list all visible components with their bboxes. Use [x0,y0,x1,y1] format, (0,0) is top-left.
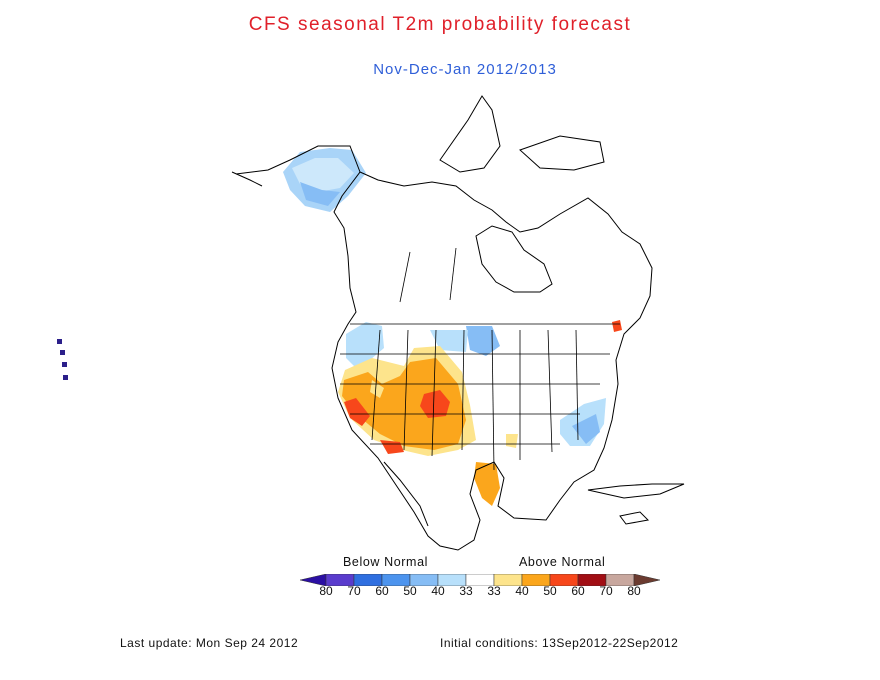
legend-tick-label: 60 [571,584,585,598]
legend-tick-label: 80 [627,584,641,598]
south-texas-above-normal-area [474,434,518,506]
legend-tick-label: 60 [375,584,389,598]
coastlines [231,95,685,551]
state-boundaries [340,247,620,471]
above-normal-label: Above Normal [519,555,606,569]
hawaii-islands [57,339,68,380]
initial-conditions-text: Initial conditions: 13Sep2012-22Sep2012 [440,636,679,650]
maritime-above-normal-area [612,320,622,332]
legend-tick-label: 40 [431,584,445,598]
legend-tick-label: 70 [599,584,613,598]
southeast-below-normal-area [560,398,606,446]
alaska-below-normal-area [283,148,366,212]
below-normal-label: Below Normal [343,555,429,569]
legend-tick-label: 33 [459,584,473,598]
north-america-map [57,95,685,551]
legend-colorbar [300,574,660,586]
legend-tick-label: 50 [543,584,557,598]
legend-swatch-right-arrow [633,574,660,586]
last-update-text: Last update: Mon Sep 24 2012 [120,636,299,650]
legend-tick-label: 40 [515,584,529,598]
map-title: CFS seasonal T2m probability forecast [248,14,632,35]
legend-tick-label: 70 [347,584,361,598]
map-subtitle: Nov-Dec-Jan 2012/2013 [373,61,557,78]
legend-tick-label: 33 [487,584,501,598]
legend-tick-label: 50 [403,584,417,598]
legend-tick-label: 80 [319,584,333,598]
